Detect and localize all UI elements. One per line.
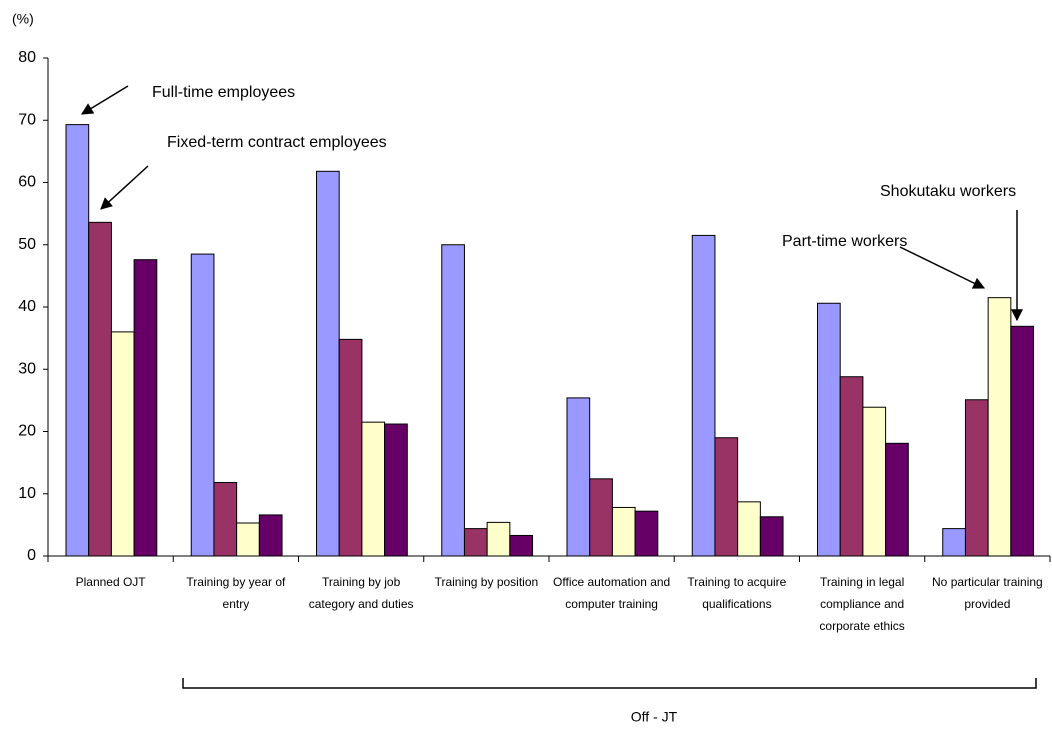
x-tick-label: Training by job category and duties	[308, 575, 414, 611]
bar	[110, 331, 135, 557]
bar	[566, 397, 591, 557]
bar	[509, 534, 534, 557]
bar	[737, 501, 761, 557]
bar	[316, 170, 340, 557]
bar	[88, 221, 112, 557]
legend-label: Fixed-term contract employees	[167, 134, 387, 151]
y-tick-label: 40	[18, 298, 36, 315]
bar	[65, 124, 90, 557]
bar	[258, 514, 283, 557]
y-axis-unit: (%)	[12, 11, 34, 27]
bar	[463, 528, 488, 557]
y-tick-label: 50	[18, 236, 36, 253]
x-tick-label: Office automation and computer training	[553, 575, 671, 611]
y-tick-label: 20	[18, 423, 36, 440]
bar	[236, 522, 260, 557]
bar	[338, 338, 363, 557]
bar	[714, 437, 739, 557]
bar	[589, 478, 613, 557]
x-tick-label: Training by year of entry	[186, 575, 286, 611]
legend-arrow	[100, 165, 149, 210]
bar	[987, 297, 1012, 557]
bar	[817, 302, 841, 557]
bar	[885, 442, 909, 557]
bar	[441, 244, 465, 557]
bar	[611, 506, 636, 557]
y-tick-label: 0	[27, 547, 36, 564]
bar	[1010, 325, 1035, 557]
y-tick-label: 10	[18, 485, 36, 502]
y-tick-label: 30	[18, 360, 36, 377]
off-jt-bracket	[182, 678, 1037, 689]
bar	[486, 521, 511, 557]
bar	[862, 406, 887, 557]
bar	[190, 253, 215, 557]
x-tick-label: Training to acquire qualifications	[687, 575, 787, 611]
legend-label: Shokutaku workers	[880, 183, 1016, 200]
y-tick-label: 70	[18, 111, 36, 128]
bar	[133, 259, 158, 557]
bar	[634, 510, 659, 557]
bar	[839, 376, 864, 557]
legend-arrow	[899, 246, 986, 289]
x-tick-label: Training in legal compliance and corpora…	[819, 575, 905, 633]
bar	[213, 482, 238, 557]
bar	[964, 399, 989, 557]
bar	[361, 421, 386, 557]
y-tick-label: 60	[18, 174, 36, 191]
legend-label: Full-time employees	[152, 84, 295, 101]
bar	[691, 234, 716, 557]
bar	[759, 516, 784, 557]
legend-label: Part-time workers	[782, 233, 907, 250]
group-label: Off - JT	[631, 709, 678, 725]
legend-arrow	[80, 85, 129, 115]
bar	[942, 528, 966, 557]
x-tick-label: No particular training provided	[932, 575, 1043, 611]
x-tick-label: Planned OJT	[75, 575, 146, 589]
x-tick-label: Training by position	[434, 575, 539, 589]
y-tick-label: 80	[18, 49, 36, 66]
bar	[384, 423, 408, 557]
